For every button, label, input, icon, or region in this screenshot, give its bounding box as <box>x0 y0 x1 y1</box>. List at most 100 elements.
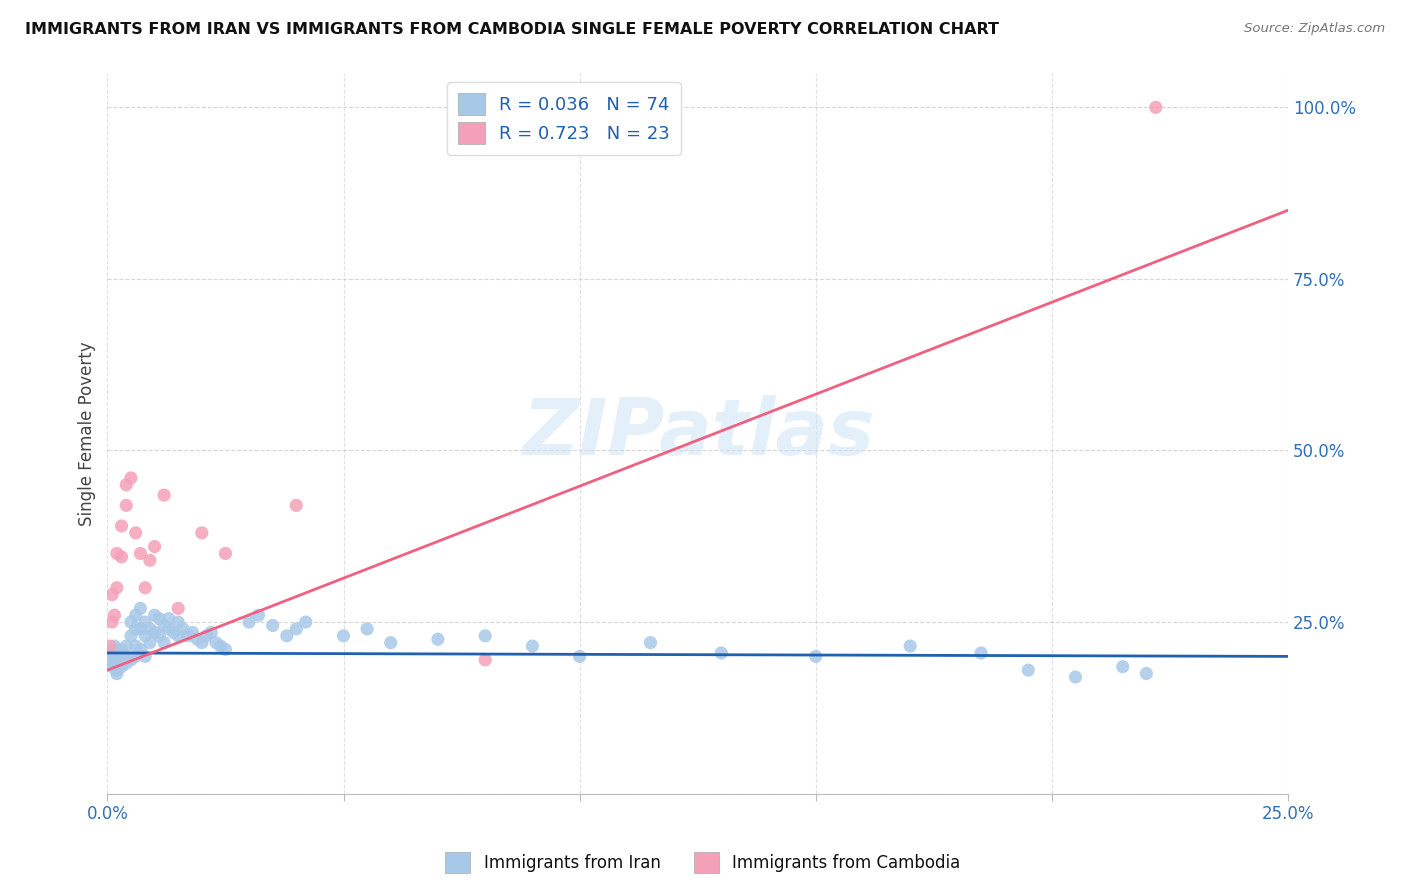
Point <box>214 642 236 657</box>
Point <box>115 478 138 492</box>
Legend: Immigrants from Iran, Immigrants from Cambodia: Immigrants from Iran, Immigrants from Ca… <box>439 846 967 880</box>
Point <box>134 629 156 643</box>
Point <box>101 588 124 602</box>
Point <box>125 525 148 540</box>
Point <box>162 625 184 640</box>
Point <box>120 615 142 629</box>
Point <box>120 653 142 667</box>
Point <box>105 666 128 681</box>
Point <box>115 649 138 664</box>
Point <box>110 649 132 664</box>
Point <box>134 649 156 664</box>
Point <box>101 659 124 673</box>
Point <box>209 639 232 653</box>
Point <box>125 649 148 664</box>
Point <box>426 632 449 647</box>
Legend: R = 0.036   N = 74, R = 0.723   N = 23: R = 0.036 N = 74, R = 0.723 N = 23 <box>447 82 681 155</box>
Point <box>1135 666 1157 681</box>
Point <box>167 601 190 615</box>
Point <box>120 629 142 643</box>
Point <box>176 629 198 643</box>
Point <box>474 653 496 667</box>
Point <box>139 553 162 567</box>
Point <box>205 635 228 649</box>
Point <box>247 608 270 623</box>
Point <box>98 653 121 667</box>
Point <box>129 642 152 657</box>
Point <box>153 488 176 502</box>
Point <box>101 646 124 660</box>
Point <box>474 629 496 643</box>
Point <box>262 618 284 632</box>
Point <box>380 635 402 649</box>
Point <box>1144 100 1167 114</box>
Point <box>195 629 218 643</box>
Point <box>285 499 308 513</box>
Point <box>105 581 128 595</box>
Point <box>103 608 125 623</box>
Point <box>153 618 176 632</box>
Point <box>110 549 132 564</box>
Point <box>115 499 138 513</box>
Point <box>110 659 132 673</box>
Point <box>294 615 316 629</box>
Point <box>143 608 166 623</box>
Point <box>105 642 128 657</box>
Point <box>186 632 208 647</box>
Y-axis label: Single Female Poverty: Single Female Poverty <box>79 341 96 525</box>
Point <box>1017 663 1039 677</box>
Point <box>129 601 152 615</box>
Point <box>103 639 125 653</box>
Point <box>129 546 152 560</box>
Point <box>101 615 124 629</box>
Point <box>200 625 222 640</box>
Point <box>125 622 148 636</box>
Point <box>970 646 993 660</box>
Text: ZIPatlas: ZIPatlas <box>522 395 873 471</box>
Point <box>356 622 378 636</box>
Point <box>191 635 214 649</box>
Point <box>115 639 138 653</box>
Point <box>276 629 298 643</box>
Point <box>167 629 190 643</box>
Point <box>710 646 733 660</box>
Point <box>568 649 591 664</box>
Point <box>148 629 170 643</box>
Point <box>105 546 128 560</box>
Point <box>105 663 128 677</box>
Point <box>157 622 180 636</box>
Point <box>148 612 170 626</box>
Point <box>898 639 921 653</box>
Point <box>214 546 236 560</box>
Point <box>1112 659 1135 673</box>
Point <box>804 649 827 664</box>
Point <box>238 615 260 629</box>
Point <box>139 622 162 636</box>
Point <box>105 649 128 664</box>
Point <box>125 639 148 653</box>
Point <box>125 608 148 623</box>
Point <box>103 657 125 671</box>
Text: IMMIGRANTS FROM IRAN VS IMMIGRANTS FROM CAMBODIA SINGLE FEMALE POVERTY CORRELATI: IMMIGRANTS FROM IRAN VS IMMIGRANTS FROM … <box>25 22 1000 37</box>
Point <box>143 540 166 554</box>
Point <box>129 622 152 636</box>
Point <box>110 642 132 657</box>
Point <box>120 471 142 485</box>
Point <box>640 635 662 649</box>
Point <box>285 622 308 636</box>
Text: Source: ZipAtlas.com: Source: ZipAtlas.com <box>1244 22 1385 36</box>
Point <box>157 612 180 626</box>
Point <box>98 639 121 653</box>
Point <box>1064 670 1087 684</box>
Point <box>110 519 132 533</box>
Point <box>153 635 176 649</box>
Point <box>191 525 214 540</box>
Point <box>332 629 354 643</box>
Point <box>143 625 166 640</box>
Point <box>181 625 204 640</box>
Point <box>167 615 190 629</box>
Point <box>110 653 132 667</box>
Point <box>139 635 162 649</box>
Point <box>115 657 138 671</box>
Point <box>134 581 156 595</box>
